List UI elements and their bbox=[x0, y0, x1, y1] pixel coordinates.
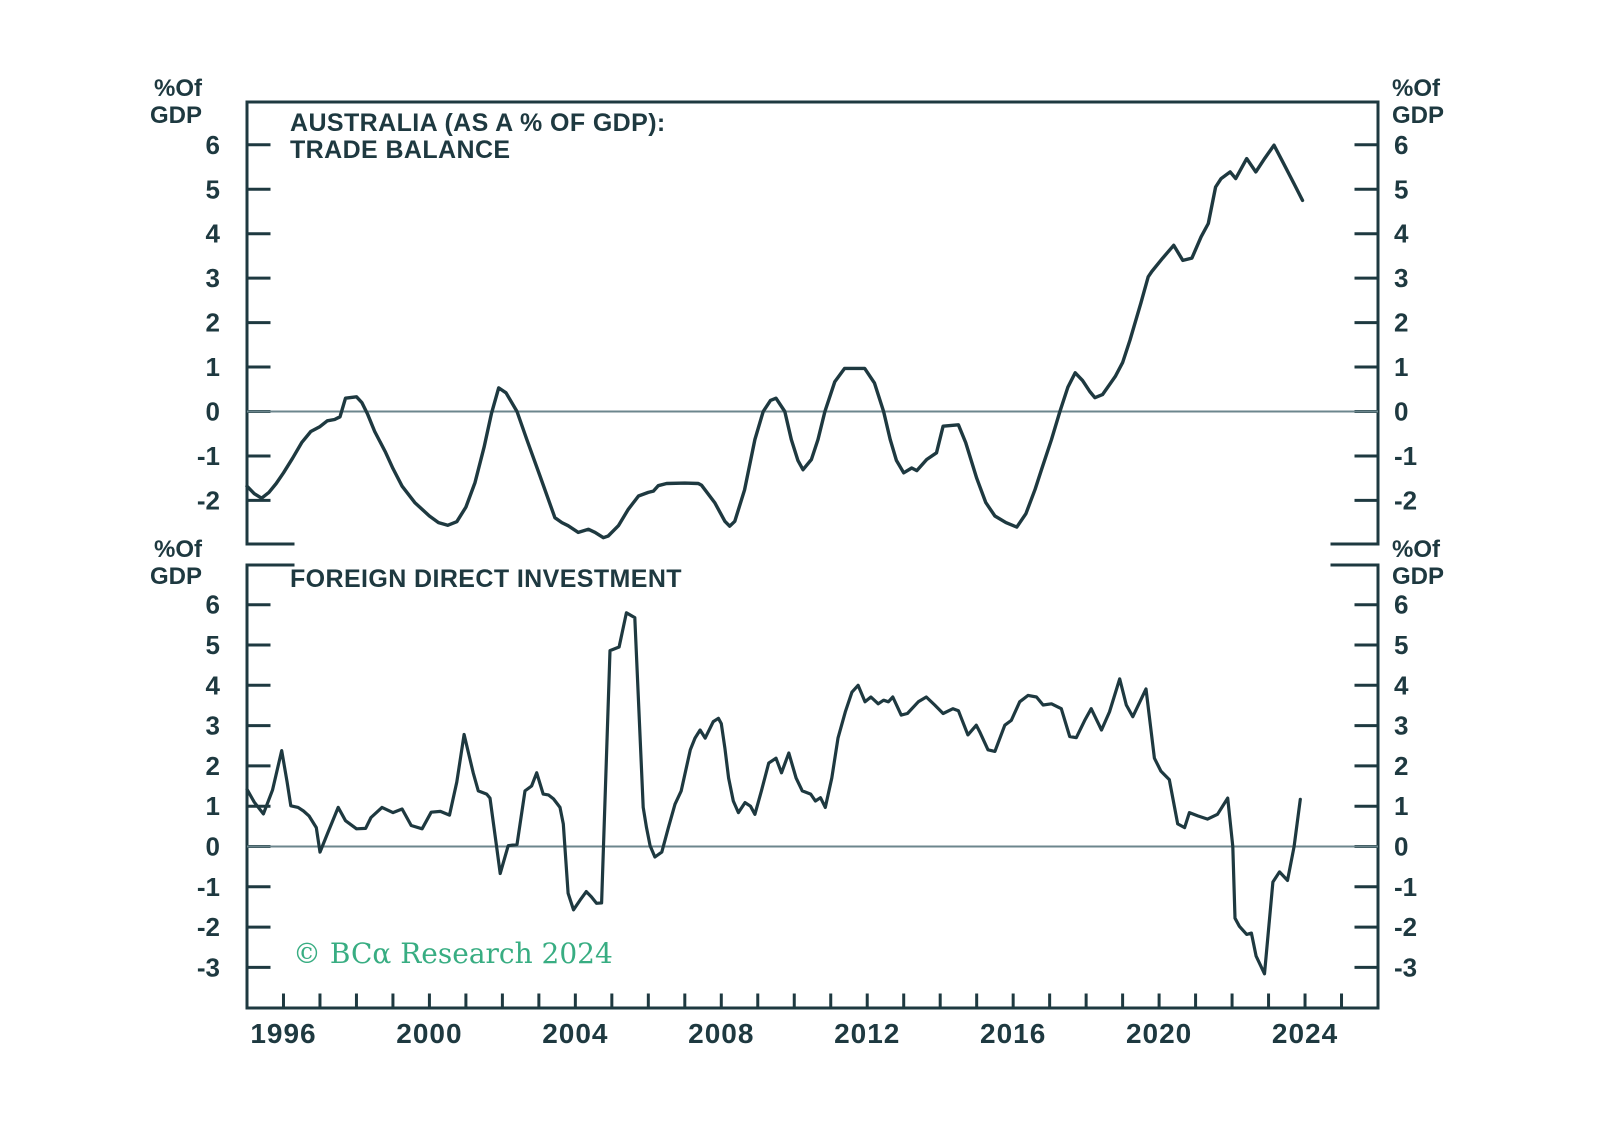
x-year-label: 2016 bbox=[980, 1018, 1046, 1049]
y-tick-label-left: -2 bbox=[197, 912, 220, 942]
zero-lines bbox=[247, 410, 1378, 848]
y-tick-label-right: 0 bbox=[1394, 832, 1408, 862]
y-tick-label-left: -2 bbox=[197, 485, 220, 515]
y-tick-label-left: -3 bbox=[197, 952, 220, 982]
y-tick-label-left: 5 bbox=[206, 630, 220, 660]
y-unit-top-right-2: GDP bbox=[1392, 102, 1444, 129]
x-year-label: 2020 bbox=[1126, 1018, 1192, 1049]
y-tick-label-left: 3 bbox=[206, 711, 220, 741]
y-tick-label-left: -1 bbox=[197, 872, 220, 902]
bottom-panel-title: FOREIGN DIRECT INVESTMENT bbox=[290, 565, 682, 593]
y-tick-label-left: 5 bbox=[206, 174, 220, 204]
y-tick-label-right: 3 bbox=[1394, 711, 1408, 741]
y-tick-label-right: 5 bbox=[1394, 174, 1408, 204]
y-unit-top-right-1: %Of bbox=[1392, 75, 1441, 102]
y-unit-top-left-2: GDP bbox=[150, 102, 202, 129]
y-tick-label-right: 6 bbox=[1394, 130, 1408, 160]
y-tick-label-left: 4 bbox=[206, 219, 221, 249]
y-unit-bottom-right-1: %Of bbox=[1392, 536, 1441, 563]
y-unit-bottom-left-1: %Of bbox=[154, 536, 203, 563]
panel-frames bbox=[245, 100, 1380, 1010]
y-tick-label-right: 3 bbox=[1394, 263, 1408, 293]
y-tick-label-right: 2 bbox=[1394, 308, 1408, 338]
y-tick-label-left: 0 bbox=[206, 397, 220, 427]
y-tick-label-left: 4 bbox=[206, 670, 221, 700]
top-panel-title-line1: AUSTRALIA (AS A % OF GDP): bbox=[290, 109, 666, 137]
x-year-label: 1996 bbox=[250, 1018, 316, 1049]
y-tick-label-left: 2 bbox=[206, 308, 220, 338]
y-tick-label-right: -1 bbox=[1394, 872, 1417, 902]
bca-research-watermark: © BCα Research 2024 bbox=[293, 937, 613, 970]
y-tick-label-right: 4 bbox=[1394, 219, 1409, 249]
y-tick-label-left: 0 bbox=[206, 832, 220, 862]
x-year-label: 2024 bbox=[1272, 1018, 1338, 1049]
y-tick-label-left: 1 bbox=[206, 352, 220, 382]
y-tick-label-left: -1 bbox=[197, 441, 220, 471]
y-tick-label-left: 6 bbox=[206, 130, 220, 160]
y-tick-label-right: 0 bbox=[1394, 397, 1408, 427]
series-lines bbox=[245, 143, 1305, 976]
x-year-labels: 1996 2000 2004 2008 2012 2016 2020 2024 bbox=[250, 1018, 1338, 1049]
y-tick-label-left: 1 bbox=[206, 791, 220, 821]
trade-balance-line bbox=[245, 143, 1305, 540]
y-tick-labels: 6 6 5 5 4 4 3 3 2 2 1 1 0 0 -1 -1 -2 -2 6 6 5 5 4 4 3 3 2 2 1 1 0 0 -1 -1… bbox=[197, 130, 1417, 983]
x-year-label: 2008 bbox=[688, 1018, 754, 1049]
y-tick-label-left: 6 bbox=[206, 590, 220, 620]
y-tick-label-right: 1 bbox=[1394, 791, 1408, 821]
y-tick-label-right: 1 bbox=[1394, 352, 1408, 382]
y-tick-label-right: -2 bbox=[1394, 912, 1417, 942]
x-year-label: 2012 bbox=[834, 1018, 900, 1049]
top-panel-title-line2: TRADE BALANCE bbox=[290, 136, 510, 164]
x-year-label: 2004 bbox=[542, 1018, 608, 1049]
y-tick-label-right: 6 bbox=[1394, 590, 1408, 620]
x-axis-ticks bbox=[281, 993, 1344, 1010]
y-unit-top-left-1: %Of bbox=[154, 75, 203, 102]
y-tick-label-right: -3 bbox=[1394, 952, 1417, 982]
y-axis-ticks bbox=[245, 143, 1380, 969]
y-tick-label-left: 3 bbox=[206, 263, 220, 293]
x-year-label: 2000 bbox=[396, 1018, 462, 1049]
y-tick-label-right: -2 bbox=[1394, 485, 1417, 515]
y-tick-label-right: -1 bbox=[1394, 441, 1417, 471]
y-tick-label-left: 2 bbox=[206, 751, 220, 781]
y-unit-bottom-right-2: GDP bbox=[1392, 563, 1444, 590]
y-unit-bottom-left-2: GDP bbox=[150, 563, 202, 590]
y-tick-label-right: 4 bbox=[1394, 670, 1409, 700]
y-tick-label-right: 5 bbox=[1394, 630, 1408, 660]
y-tick-label-right: 2 bbox=[1394, 751, 1408, 781]
fdi-line bbox=[245, 611, 1302, 976]
